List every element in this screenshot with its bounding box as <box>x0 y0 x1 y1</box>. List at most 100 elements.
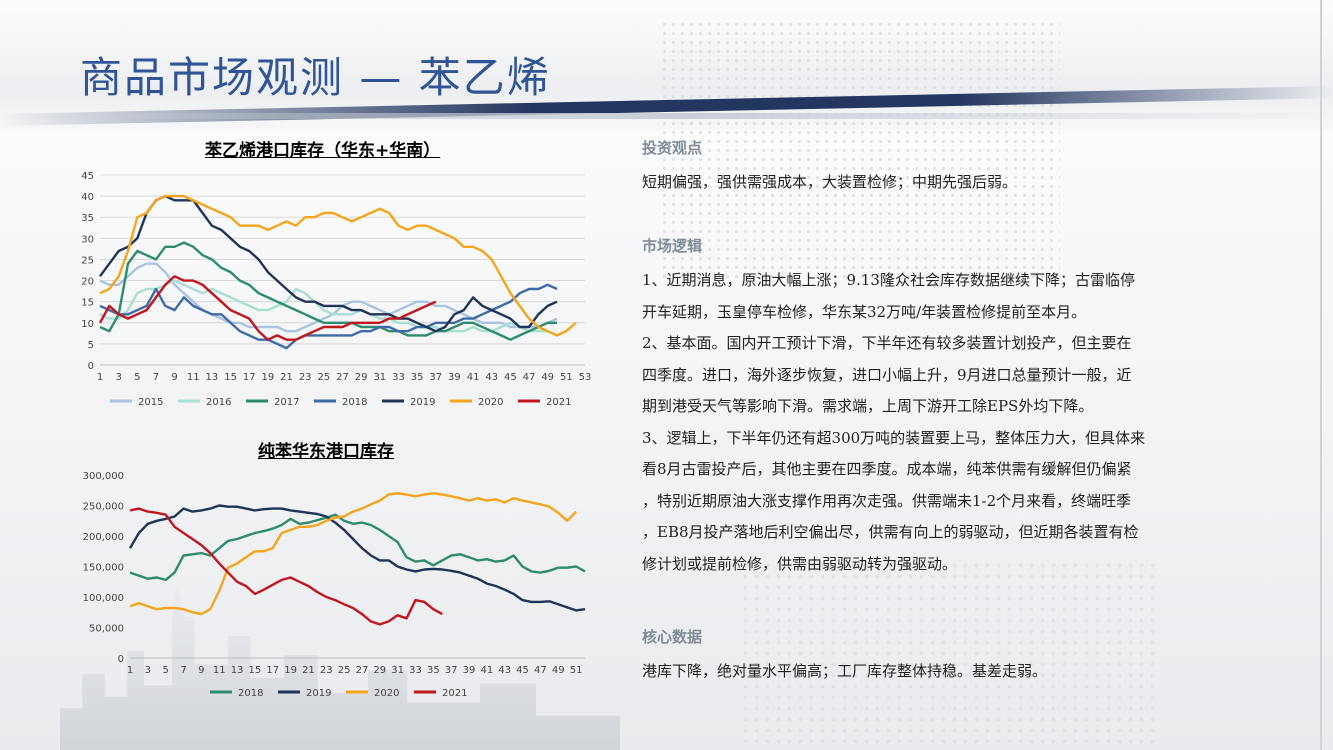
y-tick-label: 0 <box>88 361 94 372</box>
x-tick-label: 37 <box>445 665 458 676</box>
x-tick-label: 13 <box>231 665 244 676</box>
x-tick-label: 43 <box>498 665 511 676</box>
chart-title-benzene: 纯苯华东港口库存 <box>258 442 394 462</box>
x-tick-label: 51 <box>560 372 573 383</box>
legend-label-2020: 2020 <box>374 688 399 699</box>
y-tick-label: 25 <box>81 255 94 266</box>
x-tick-label: 45 <box>516 665 529 676</box>
y-tick-label: 50,000 <box>89 624 124 635</box>
x-tick-label: 7 <box>153 372 159 383</box>
x-tick-label: 9 <box>198 665 204 676</box>
x-tick-label: 5 <box>134 372 140 383</box>
x-tick-label: 29 <box>373 665 386 676</box>
x-tick-label: 35 <box>411 372 424 383</box>
x-tick-label: 23 <box>299 372 312 383</box>
series-line-2015 <box>99 262 558 333</box>
section-text-line: 2、基本面。国内开工预计下滑，下半年还有较多装置计划投产，但主要在 <box>642 334 1132 352</box>
y-tick-label: 200,000 <box>83 532 124 543</box>
x-tick-label: 39 <box>448 372 461 383</box>
x-tick-label: 29 <box>355 372 368 383</box>
x-tick-label: 37 <box>429 372 442 383</box>
x-tick-label: 3 <box>115 372 121 383</box>
section-text-line: ，EB8月投产落地后利空偏出尽，供需有向上的弱驱动，但近期各装置有检 <box>642 523 1139 541</box>
x-tick-label: 27 <box>336 372 349 383</box>
legend-label-2017: 2017 <box>274 397 299 408</box>
legend-label-2016: 2016 <box>206 397 231 408</box>
y-tick-label: 250,000 <box>83 502 124 513</box>
legend-label-2019: 2019 <box>410 397 435 408</box>
y-tick-label: 5 <box>88 340 94 351</box>
x-tick-label: 51 <box>570 665 583 676</box>
section-text-line: 修计划或提前检修，供需由弱驱动转为强驱动。 <box>642 554 958 573</box>
y-tick-label: 150,000 <box>83 563 124 574</box>
x-tick-label: 17 <box>243 372 256 383</box>
legend-label-2018: 2018 <box>238 688 263 699</box>
y-tick-label: 0 <box>118 654 124 665</box>
section-text-line: 3、逻辑上，下半年仍还有超300万吨的装置要上马，整体压力大，但具体来 <box>642 428 1146 447</box>
section-title: 投资观点 <box>642 139 703 157</box>
x-tick-label: 3 <box>145 665 151 676</box>
header-swoosh-light <box>0 113 1333 119</box>
section-text-line: 港库下降，绝对量水平偏高；工厂库存整体持稳。基差走弱。 <box>642 662 1048 680</box>
x-tick-label: 45 <box>504 372 517 383</box>
x-tick-label: 27 <box>356 665 369 676</box>
x-tick-label: 7 <box>180 665 186 676</box>
x-tick-label: 19 <box>284 665 297 676</box>
y-tick-label: 45 <box>81 171 94 182</box>
y-tick-label: 40 <box>81 192 94 203</box>
x-tick-label: 1 <box>127 665 133 676</box>
legend-label-2021: 2021 <box>546 397 571 408</box>
x-tick-label: 49 <box>552 665 565 676</box>
x-tick-label: 11 <box>187 372 200 383</box>
series-line-2018 <box>129 513 586 582</box>
section-title: 核心数据 <box>642 628 703 646</box>
x-tick-label: 31 <box>373 372 386 383</box>
y-tick-label: 300,000 <box>83 471 124 482</box>
chart-benzene-port-inventory: 0 50,000 100,000 150,000 200,000 250,000 300,0… <box>83 471 586 699</box>
x-tick-label: 15 <box>224 372 237 383</box>
x-tick-label: 49 <box>541 372 554 383</box>
section-title: 市场逻辑 <box>642 237 703 255</box>
section-text-line: ，特别近期原油大涨支撑作用再次走强。供需端未1-2个月来看，终端旺季 <box>642 491 1132 510</box>
legend-label-2018: 2018 <box>342 397 367 408</box>
x-tick-label: 53 <box>579 372 592 383</box>
legend-label-2015: 2015 <box>138 397 163 408</box>
section-text-line: 短期偏强，强供需强成本，大装置检修；中期先强后弱。 <box>642 173 1018 191</box>
section-text-line: 期到港受天气等影响下滑。需求端，上周下游开工除EPS外均下降。 <box>642 397 1094 415</box>
y-tick-label: 30 <box>81 234 94 245</box>
series-line-2016 <box>99 279 548 333</box>
x-tick-label: 39 <box>463 665 476 676</box>
x-tick-label: 23 <box>320 665 333 676</box>
section-text-line: 看8月古雷投产后，其他主要在四季度。成本端，纯苯供需有缓解但仍偏紧 <box>642 460 1132 478</box>
series-line-2019 <box>128 504 586 612</box>
y-tick-label: 15 <box>81 298 94 309</box>
y-tick-label: 35 <box>81 213 94 224</box>
page-title: 商品市场观测 — 苯乙烯 <box>80 53 551 102</box>
background-dot-map <box>660 20 1060 280</box>
legend-label-2019: 2019 <box>306 688 331 699</box>
section-text-line: 开车延期，玉皇停车检修，华东某32万吨/年装置检修提前至本月。 <box>642 302 1087 321</box>
x-tick-label: 21 <box>302 665 315 676</box>
series-line-2020 <box>129 492 577 616</box>
x-tick-label: 13 <box>206 372 219 383</box>
x-tick-label: 31 <box>391 665 404 676</box>
x-tick-label: 41 <box>480 665 493 676</box>
legend-label-2020: 2020 <box>478 397 503 408</box>
x-tick-label: 35 <box>427 665 440 676</box>
right-border <box>1320 0 1322 750</box>
x-tick-label: 21 <box>280 372 293 383</box>
x-tick-label: 25 <box>317 372 330 383</box>
background-dot-map-bottom <box>740 560 1160 750</box>
x-tick-label: 17 <box>266 665 279 676</box>
x-tick-label: 5 <box>162 665 168 676</box>
series-line-2021 <box>98 275 437 341</box>
series-line-2020 <box>99 194 577 337</box>
x-tick-label: 25 <box>338 665 351 676</box>
x-tick-label: 19 <box>262 372 275 383</box>
y-tick-label: 20 <box>81 277 94 288</box>
y-tick-label: 100,000 <box>83 593 124 604</box>
x-tick-label: 47 <box>534 665 547 676</box>
y-tick-label: 10 <box>81 319 94 330</box>
section-text-line: 四季度。进口，海外逐步恢复，进口小幅上升，9月进口总量预计一般，近 <box>642 365 1132 384</box>
